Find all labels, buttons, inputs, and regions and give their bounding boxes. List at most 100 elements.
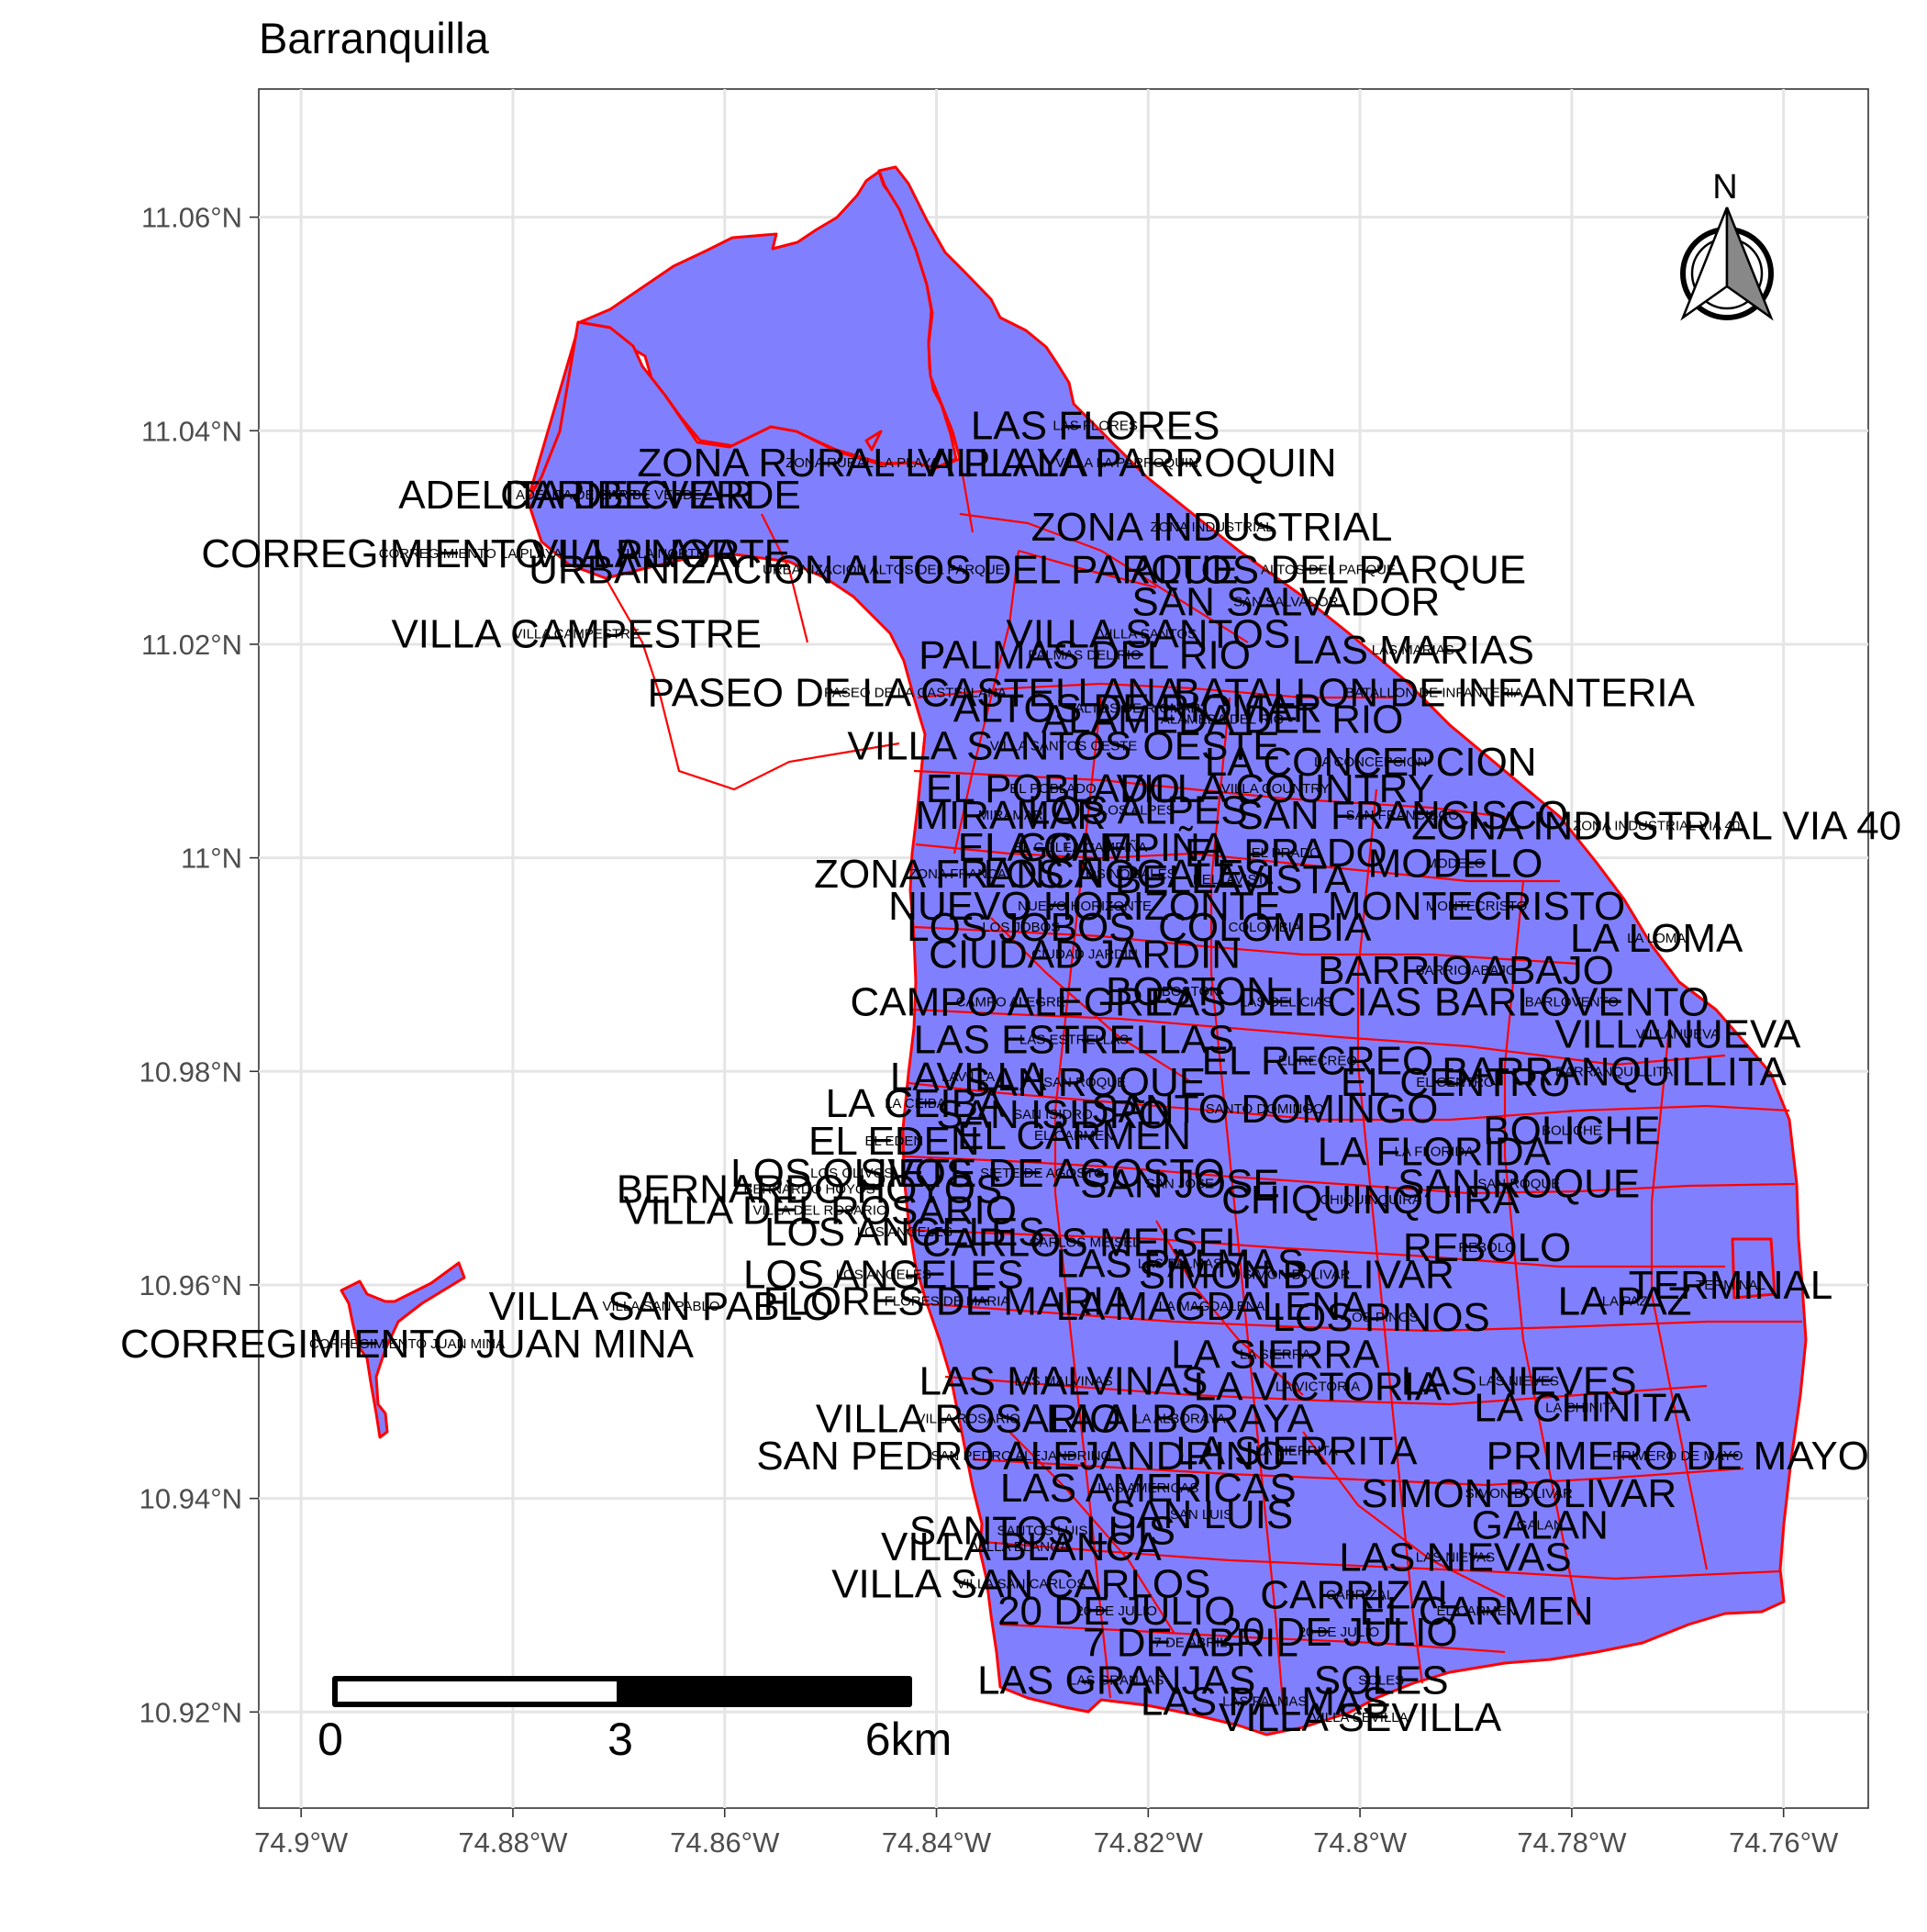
neighborhood-label-small: GALAN xyxy=(1517,1518,1564,1534)
neighborhood-label: CARLOS MEISEL xyxy=(922,1220,1248,1265)
neighborhood-label-small: BELLAVISTA xyxy=(1193,872,1274,888)
neighborhood-label-small: EL GOLF xyxy=(1014,840,1072,855)
neighborhood-label: SAN ISIDRO xyxy=(936,1092,1169,1137)
neighborhood-label-small: CARIBE VERDE xyxy=(599,487,702,503)
scale-bar: 0 3 6km xyxy=(317,1676,952,1765)
neighborhood-label: ALAMEDA DEL RIO xyxy=(1041,697,1404,742)
neighborhood-label: BOLICHE xyxy=(1483,1108,1660,1153)
y-tick-label: 10.94°N xyxy=(139,1483,242,1515)
x-tick-label: 74.9°W xyxy=(254,1826,349,1859)
neighborhood-label-small: SANTOS LUIS xyxy=(997,1524,1087,1539)
neighborhood-label-small: COLOMBIA xyxy=(1229,920,1301,935)
neighborhood-label-small: VILLA DEL ROSARIO xyxy=(753,1203,887,1219)
neighborhood-label: LAS DELICIAS xyxy=(1150,980,1421,1025)
neighborhood-label-small: VILLA SAN PABLO xyxy=(602,1299,719,1314)
x-tick-label: 74.82°W xyxy=(1094,1826,1204,1859)
neighborhood-label: VILLA SANTOS xyxy=(1006,611,1290,656)
neighborhood-label: VILLA SEVILLA xyxy=(1219,1695,1502,1740)
neighborhood-label-small: ZONA FRANCA xyxy=(908,866,1007,882)
neighborhood-label-small: LOS ALPES xyxy=(1100,802,1175,818)
neighborhood-label-small: EL CENTRO xyxy=(1416,1075,1494,1090)
neighborhood-label: SAN ROQUE xyxy=(1398,1161,1640,1206)
neighborhood-label: BERNARDO HOYOS xyxy=(617,1167,1003,1212)
neighborhood-label-small: BOSTON xyxy=(1162,984,1220,1000)
neighborhood-label-small: EL CARMEN xyxy=(1437,1603,1517,1619)
map-title: Barranquilla xyxy=(259,14,490,62)
neighborhood-label-small: SIMON BOLIVAR xyxy=(1242,1267,1350,1282)
neighborhood-label-small: CORREGIMIENTO LA PLAYA xyxy=(379,546,563,562)
neighborhood-label-small: BERNARDO HOYOS xyxy=(743,1181,874,1197)
neighborhood-label-small: EL EDEN xyxy=(865,1134,924,1149)
neighborhood-label: LA SIERRA xyxy=(1171,1333,1380,1378)
neighborhood-label: URBANIZACION ALTOS DEL PARQUE xyxy=(529,548,1238,593)
y-tick-label: 10.96°N xyxy=(139,1269,242,1301)
neighborhood-label: LAS AMERICAS xyxy=(1000,1466,1297,1511)
neighborhood-label-small: URBANIZACION ALTOS DEL PARQUE xyxy=(763,563,1005,578)
neighborhood-label-small: BARLOVENTO xyxy=(1525,995,1619,1011)
neighborhood-label-small: 7 DE ABRIL xyxy=(1153,1636,1227,1651)
neighborhood-label-small: LA ALBORAYA xyxy=(1134,1411,1226,1426)
neighborhood-label-small: MIRAMAR xyxy=(978,808,1043,823)
axes: 74.9°W 74.88°W 74.86°W 74.84°W 74.82°W 74.8°W… xyxy=(139,202,1839,1859)
neighborhood-label: 7 DE ABRIL xyxy=(1083,1621,1298,1666)
neighborhood-label: EL EDEN xyxy=(808,1119,980,1164)
neighborhood-label: ALTOS DE RIOMAR xyxy=(953,687,1322,731)
neighborhood-label: BOSTON xyxy=(1106,969,1275,1014)
neighborhood-label: BARLOVENTO xyxy=(1434,980,1710,1025)
neighborhood-label-small: 20 DE JULIO xyxy=(1298,1625,1379,1640)
neighborhood-label-small: LOS NOGALES xyxy=(1078,866,1176,882)
neighborhood-label: SIETE DE AGOSTO xyxy=(860,1151,1225,1196)
neighborhood-label: EL GOLF xyxy=(958,825,1127,870)
neighborhood-label: MIRAMAR xyxy=(915,793,1106,838)
neighborhood-label: LAS NIEVAS xyxy=(1339,1536,1572,1580)
neighborhood-label-small: BATALLON DE INFANTERIA xyxy=(1345,685,1523,700)
neighborhood-label-small: LA SIERRA xyxy=(1240,1347,1311,1363)
neighborhood-label-small: LAS NIEVES xyxy=(1478,1374,1559,1390)
neighborhood-label-small: SAN FRANCISCO xyxy=(1346,808,1459,823)
neighborhood-label: 20 DE JULIO xyxy=(1220,1610,1457,1655)
neighborhood-label: VILLA SANTOS OESTE xyxy=(847,723,1279,768)
neighborhood-label: CHIQUINQUIRA xyxy=(1221,1178,1520,1223)
neighborhood-label: SANTO DOMINGO xyxy=(1091,1087,1438,1132)
neighborhood-label: LOS ALPES xyxy=(1028,787,1248,832)
neighborhood-label: VILLA NORTE xyxy=(531,531,791,576)
neighborhood-label-small: LA CHINITA xyxy=(1545,1401,1620,1416)
neighborhood-label: LAS PALMAS xyxy=(1141,1680,1389,1725)
neighborhood-label-small: EL CARMEN xyxy=(1034,1128,1114,1144)
neighborhood-label-small: LAS DELICIAS xyxy=(1240,995,1332,1011)
neighborhood-label: BARRIO ABAJO xyxy=(1318,948,1614,993)
neighborhood-label-small: CAMPO ALEGRE xyxy=(956,995,1065,1011)
neighborhood-label: VILLA LA PARROQUIN xyxy=(918,441,1336,486)
neighborhood-label-small: MODELO xyxy=(1425,855,1485,871)
neighborhood-label: SIMON BOLIVAR xyxy=(1361,1471,1676,1516)
neighborhood-label: EL PRADO xyxy=(1185,831,1387,876)
neighborhood-label: LAS PALMAS xyxy=(1056,1242,1305,1287)
neighborhood-label: VILLA COUNTRY xyxy=(1117,766,1434,811)
neighborhood-label: SAN JOSE xyxy=(1080,1161,1280,1206)
neighborhood-label-small: BARRANQUILLITA xyxy=(1555,1064,1673,1079)
neighborhood-label-small: SIMON BOLIVAR xyxy=(1465,1486,1573,1502)
neighborhood-label-small: LA CONCEPCION xyxy=(1314,754,1427,770)
neighborhood-label: EL RECREO xyxy=(1202,1039,1434,1084)
neighborhood-label-small: VILLANUEVA xyxy=(1636,1027,1720,1043)
neighborhood-label: VILLA ROSARIO xyxy=(816,1396,1121,1441)
juan-mina-polygon xyxy=(340,1261,466,1439)
neighborhood-label-small: LAS FLORES xyxy=(1053,418,1138,433)
neighborhood-label: SAN PEDRO ALEJANDRINO xyxy=(756,1434,1286,1479)
neighborhood-label-small: VILLA SANTOS xyxy=(1100,626,1197,642)
neighborhood-label-small: SAN ISIDRO xyxy=(1013,1107,1093,1122)
neighborhood-label-small: ALTOS DEL PARQUE xyxy=(1261,563,1396,578)
neighborhood-label-small: PALMAS DEL RIO xyxy=(1028,648,1141,664)
neighborhood-label-small: SIETE DE AGOSTO xyxy=(980,1166,1105,1181)
neighborhood-label: CIUDAD JARDIN xyxy=(929,932,1241,977)
neighborhood-label: ZONA RURAL LA PLAYA xyxy=(637,441,1087,486)
neighborhood-label-small: VILLA SAN CARLOS xyxy=(956,1577,1086,1592)
neighborhood-label: LA SIERRITA xyxy=(1175,1428,1418,1473)
neighborhood-label-small: LAS PALMAS xyxy=(1222,1694,1307,1710)
neighborhood-label-small: CORREGIMIENTO JUAN MINA xyxy=(309,1336,505,1352)
neighborhood-label: COLOMBIA xyxy=(1158,905,1372,950)
neighborhood-label-small: VILLA CAMPESTRE xyxy=(513,626,640,642)
neighborhood-label-small: LA LOMA xyxy=(1627,931,1686,946)
neighborhood-label: PRIMERO DE MAYO xyxy=(1487,1434,1869,1479)
